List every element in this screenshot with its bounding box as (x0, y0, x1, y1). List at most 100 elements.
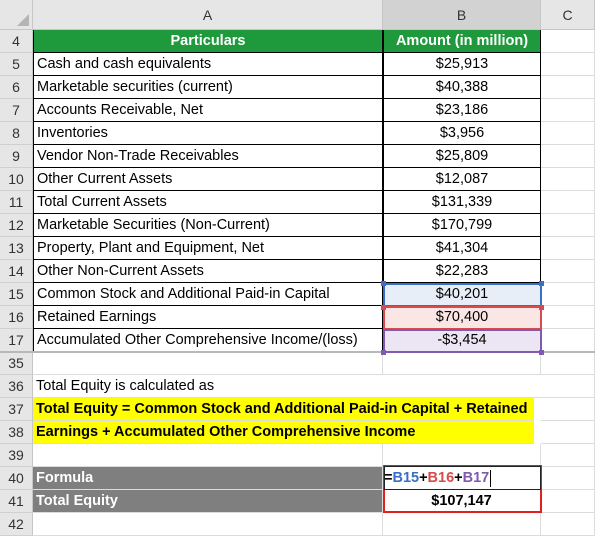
header-particulars[interactable]: Particulars (33, 30, 383, 53)
row-number[interactable]: 39 (0, 444, 33, 467)
row-number[interactable]: 35 (0, 352, 33, 375)
empty-cell[interactable] (541, 260, 595, 283)
table-row-value[interactable]: -$3,454 (383, 329, 541, 352)
empty-cell[interactable] (541, 375, 595, 398)
table-row-value[interactable]: $41,304 (383, 237, 541, 260)
ref-handle[interactable] (381, 305, 386, 310)
table-row-value[interactable]: $25,913 (383, 53, 541, 76)
empty-cell[interactable] (541, 283, 595, 306)
table-row-label[interactable]: Cash and cash equivalents (33, 53, 383, 76)
empty-cell[interactable] (541, 30, 595, 53)
column-header-c[interactable]: C (541, 0, 595, 30)
row-number[interactable]: 16 (0, 306, 33, 329)
empty-cell[interactable] (33, 444, 383, 467)
row-number[interactable]: 36 (0, 375, 33, 398)
row-number[interactable]: 41 (0, 490, 33, 513)
formula-description-line1[interactable]: Total Equity = Common Stock and Addition… (33, 398, 534, 421)
empty-cell[interactable] (541, 76, 595, 99)
empty-cell[interactable] (541, 421, 595, 444)
table-row-label[interactable]: Retained Earnings (33, 306, 383, 329)
table-row-value[interactable]: $23,186 (383, 99, 541, 122)
row-number[interactable]: 5 (0, 53, 33, 76)
select-all-corner[interactable] (0, 0, 33, 30)
table-row-value[interactable]: $12,087 (383, 168, 541, 191)
empty-cell[interactable] (541, 145, 595, 168)
row-number[interactable]: 4 (0, 30, 33, 53)
row-number[interactable]: 38 (0, 421, 33, 444)
table-row-label[interactable]: Marketable Securities (Non-Current) (33, 214, 383, 237)
row-number[interactable]: 10 (0, 168, 33, 191)
empty-cell[interactable] (541, 352, 595, 375)
formula-ref-b16: B16 (427, 470, 455, 486)
empty-cell[interactable] (541, 490, 595, 513)
table-row-label[interactable]: Other Non-Current Assets (33, 260, 383, 283)
ref-handle[interactable] (381, 350, 386, 355)
column-header-b[interactable]: B (383, 0, 541, 30)
formula-equals: = (384, 470, 393, 486)
table-row-value[interactable]: $131,339 (383, 191, 541, 214)
table-row-label[interactable]: Vendor Non-Trade Receivables (33, 145, 383, 168)
row-number[interactable]: 17 (0, 329, 33, 352)
row-number[interactable]: 42 (0, 513, 33, 536)
ref-handle[interactable] (539, 281, 544, 286)
table-row-value[interactable]: $3,956 (383, 122, 541, 145)
calc-intro-text[interactable]: Total Equity is calculated as (33, 375, 541, 398)
empty-cell[interactable] (541, 444, 595, 467)
empty-cell[interactable] (541, 168, 595, 191)
row-number[interactable]: 7 (0, 99, 33, 122)
empty-cell[interactable] (33, 352, 383, 375)
row-number[interactable]: 8 (0, 122, 33, 145)
row-number[interactable]: 9 (0, 145, 33, 168)
table-row-label[interactable]: Common Stock and Additional Paid-in Capi… (33, 283, 383, 306)
empty-cell[interactable] (541, 329, 595, 352)
empty-cell[interactable] (541, 513, 595, 536)
formula-plus: + (454, 470, 463, 486)
empty-cell[interactable] (33, 513, 383, 536)
table-row-label[interactable]: Marketable securities (current) (33, 76, 383, 99)
empty-cell[interactable] (541, 122, 595, 145)
row-number[interactable]: 14 (0, 260, 33, 283)
table-row-label[interactable]: Accounts Receivable, Net (33, 99, 383, 122)
row-number[interactable]: 15 (0, 283, 33, 306)
formula-description-line2[interactable]: Earnings + Accumulated Other Comprehensi… (33, 421, 534, 444)
table-row-label[interactable]: Accumulated Other Comprehensive Income/(… (33, 329, 383, 352)
table-row-value[interactable]: $40,388 (383, 76, 541, 99)
row-number[interactable]: 11 (0, 191, 33, 214)
table-row-value[interactable]: $25,809 (383, 145, 541, 168)
empty-cell[interactable] (383, 513, 541, 536)
table-row-label[interactable]: Total Current Assets (33, 191, 383, 214)
empty-cell[interactable] (541, 214, 595, 237)
ref-handle[interactable] (381, 281, 386, 286)
table-row-value[interactable]: $170,799 (383, 214, 541, 237)
empty-cell[interactable] (383, 352, 541, 375)
empty-cell[interactable] (541, 53, 595, 76)
row-number[interactable]: 13 (0, 237, 33, 260)
total-equity-value[interactable]: $107,147 (383, 490, 541, 513)
row-number[interactable]: 6 (0, 76, 33, 99)
formula-edit-cell[interactable]: = B15 + B16 + B17 (383, 467, 541, 490)
empty-cell[interactable] (541, 306, 595, 329)
table-row-value[interactable]: $40,201 (383, 283, 541, 306)
row-number[interactable]: 37 (0, 398, 33, 421)
table-row-label[interactable]: Property, Plant and Equipment, Net (33, 237, 383, 260)
empty-cell[interactable] (541, 99, 595, 122)
header-amount[interactable]: Amount (in million) (383, 30, 541, 53)
table-row-label[interactable]: Inventories (33, 122, 383, 145)
empty-cell[interactable] (541, 237, 595, 260)
empty-cell[interactable] (541, 467, 595, 490)
total-equity-label[interactable]: Total Equity (33, 490, 383, 513)
row-number[interactable]: 40 (0, 467, 33, 490)
formula-plus: + (419, 470, 428, 486)
empty-cell[interactable] (541, 191, 595, 214)
row-number[interactable]: 12 (0, 214, 33, 237)
table-row-value[interactable]: $22,283 (383, 260, 541, 283)
empty-cell[interactable] (383, 444, 541, 467)
column-header-a[interactable]: A (33, 0, 383, 30)
ref-handle[interactable] (539, 350, 544, 355)
table-row-label[interactable]: Other Current Assets (33, 168, 383, 191)
ref-handle[interactable] (539, 305, 544, 310)
table-row-value[interactable]: $70,400 (383, 306, 541, 329)
empty-cell[interactable] (541, 398, 595, 421)
formula-label[interactable]: Formula (33, 467, 383, 490)
